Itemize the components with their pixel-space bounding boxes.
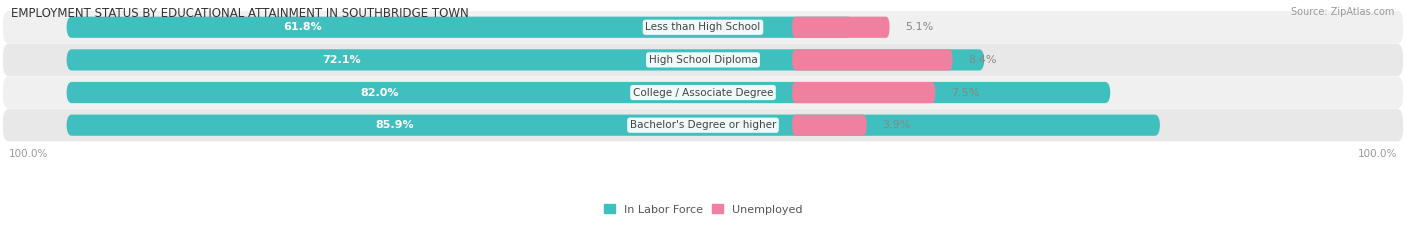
Text: 8.4%: 8.4% [967,55,997,65]
Text: College / Associate Degree: College / Associate Degree [633,88,773,98]
Text: 100.0%: 100.0% [1357,149,1396,159]
FancyBboxPatch shape [792,82,935,103]
Text: 3.9%: 3.9% [882,120,910,130]
Text: High School Diploma: High School Diploma [648,55,758,65]
Text: Less than High School: Less than High School [645,22,761,32]
FancyBboxPatch shape [66,115,1160,136]
Text: 5.1%: 5.1% [905,22,934,32]
FancyBboxPatch shape [66,49,984,71]
FancyBboxPatch shape [3,76,1403,109]
Text: Bachelor's Degree or higher: Bachelor's Degree or higher [630,120,776,130]
Text: Source: ZipAtlas.com: Source: ZipAtlas.com [1291,7,1395,17]
FancyBboxPatch shape [66,82,1111,103]
Text: 61.8%: 61.8% [283,22,322,32]
Text: EMPLOYMENT STATUS BY EDUCATIONAL ATTAINMENT IN SOUTHBRIDGE TOWN: EMPLOYMENT STATUS BY EDUCATIONAL ATTAINM… [11,7,470,20]
Text: 82.0%: 82.0% [360,88,399,98]
Text: 72.1%: 72.1% [322,55,361,65]
Text: 7.5%: 7.5% [950,88,979,98]
FancyBboxPatch shape [3,11,1403,43]
Text: 85.9%: 85.9% [375,120,413,130]
FancyBboxPatch shape [66,17,853,38]
FancyBboxPatch shape [3,44,1403,76]
FancyBboxPatch shape [792,49,952,71]
FancyBboxPatch shape [792,115,866,136]
Text: 100.0%: 100.0% [10,149,49,159]
FancyBboxPatch shape [792,17,890,38]
Legend: In Labor Force, Unemployed: In Labor Force, Unemployed [603,204,803,215]
FancyBboxPatch shape [3,109,1403,141]
